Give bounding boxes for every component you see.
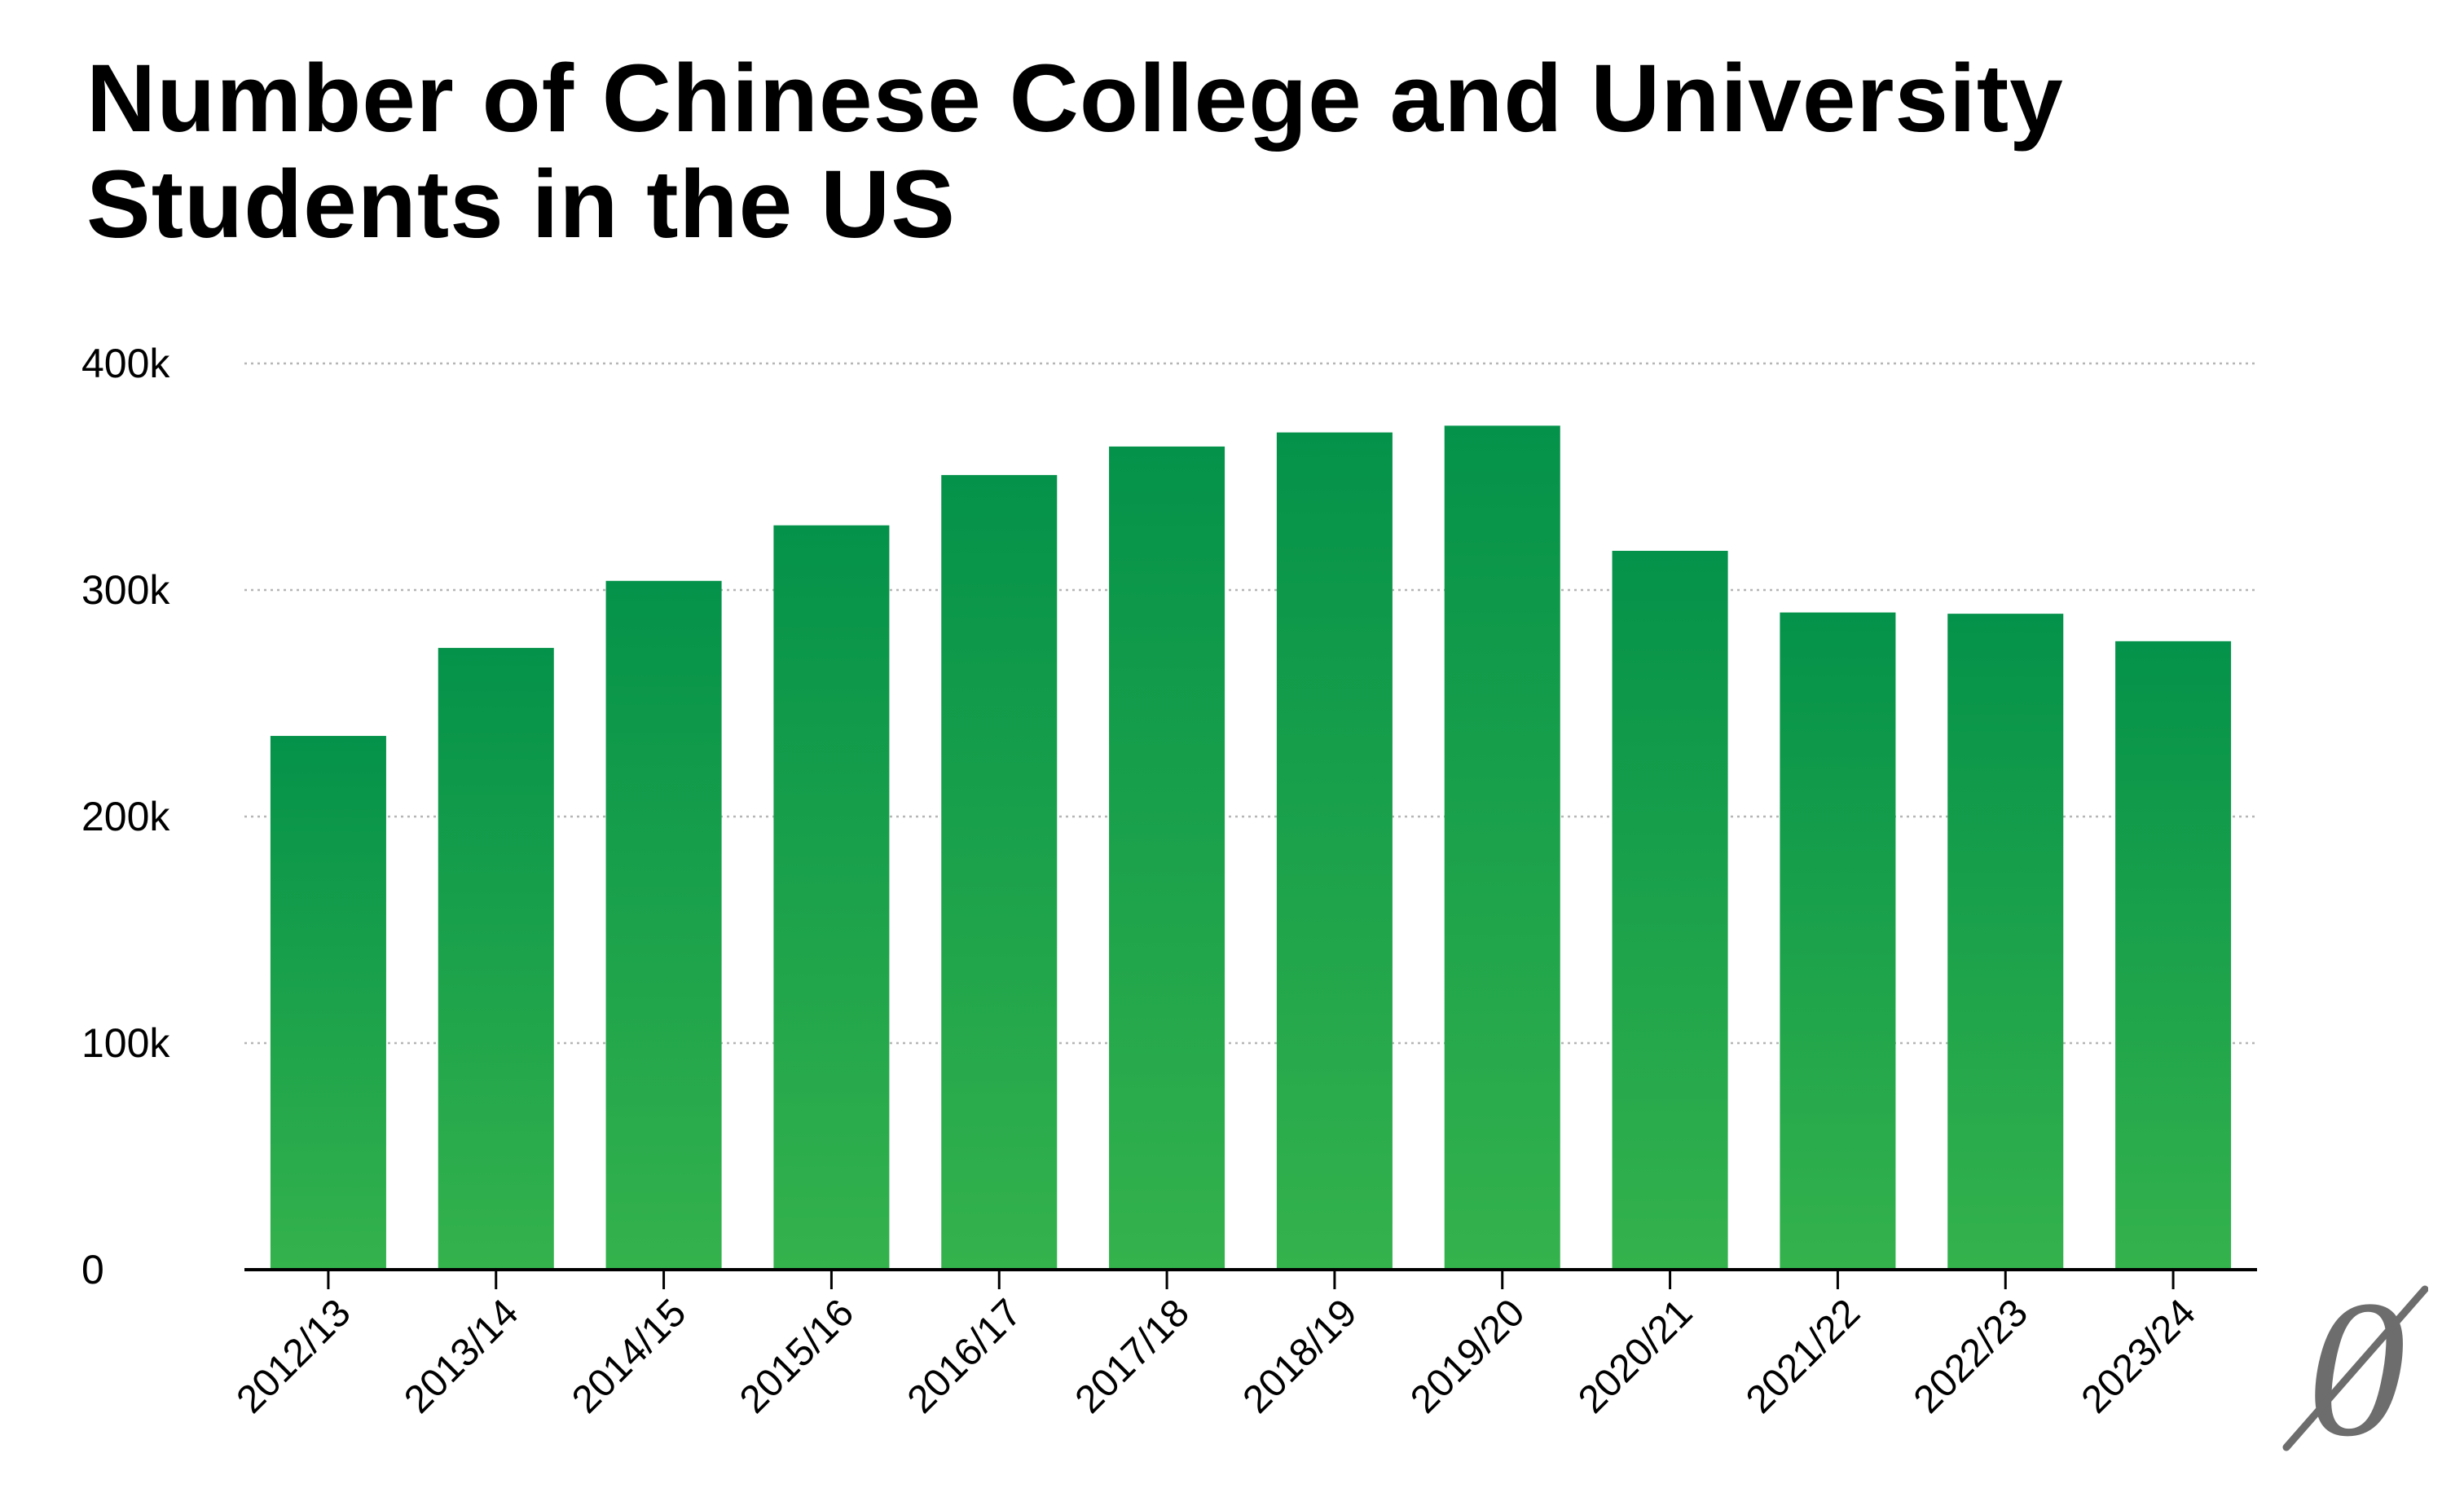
bar-2014-15 (605, 580, 722, 1270)
x-tick-label: 2012/13 (229, 1291, 359, 1421)
x-tick-label: 2023/24 (2074, 1291, 2204, 1421)
bar-2013-14 (438, 648, 554, 1270)
bar-2021-22 (1780, 612, 1896, 1270)
x-tick-label: 2018/19 (1235, 1291, 1366, 1421)
publisher-logo-icon: 0 (2282, 1271, 2428, 1459)
bar-2017-18 (1109, 446, 1225, 1270)
y-tick-label: 200k (81, 794, 170, 839)
chart-title: Number of Chinese College and University… (86, 45, 2064, 258)
x-tick-label: 2017/18 (1067, 1291, 1198, 1421)
y-tick-label: 300k (81, 567, 170, 613)
bar-2019-20 (1444, 425, 1560, 1270)
y-axis-tick-labels: 0 100k 200k 300k 400k (81, 341, 170, 1292)
x-tick-label: 2014/15 (564, 1291, 694, 1421)
gridlines (244, 362, 2257, 1045)
x-tick-label: 2021/22 (1738, 1291, 1868, 1421)
x-axis-tick-labels: 2012/13 2013/14 2014/15 2015/16 2016/17 2017/… (229, 1291, 2204, 1421)
bar-2023-24 (2115, 641, 2232, 1270)
x-tick-label: 2016/17 (900, 1291, 1030, 1421)
y-tick-label: 100k (81, 1020, 170, 1066)
bar-2018-19 (1276, 432, 1393, 1270)
x-axis (244, 1268, 2257, 1289)
bar-2022-23 (1947, 614, 2064, 1270)
x-tick-label: 2022/23 (1906, 1291, 2036, 1421)
y-tick-label: 0 (81, 1247, 104, 1292)
bar-2016-17 (941, 474, 1058, 1270)
y-tick-label: 400k (81, 341, 170, 386)
x-tick-label: 2013/14 (396, 1291, 526, 1421)
bars (270, 425, 2232, 1270)
bar-2012-13 (270, 736, 386, 1270)
x-tick-label: 2020/21 (1570, 1291, 1701, 1421)
x-tick-label: 2019/20 (1402, 1291, 1533, 1421)
bar-2015-16 (773, 525, 890, 1270)
x-tick-label: 2015/16 (732, 1291, 862, 1421)
bar-2020-21 (1612, 550, 1728, 1270)
